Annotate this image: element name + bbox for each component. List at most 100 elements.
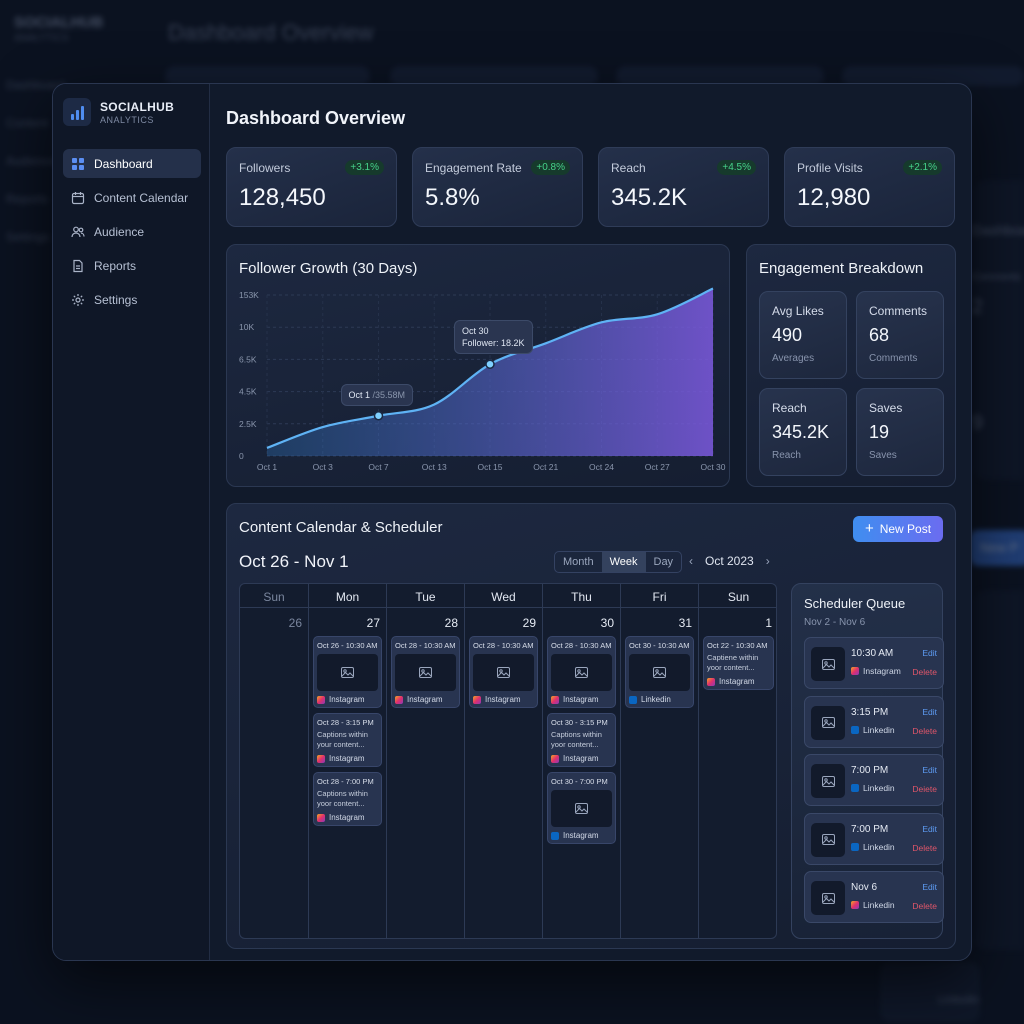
instagram-icon (473, 695, 481, 704)
post-platform: Instagram (473, 695, 534, 704)
engagement-card-saves[interactable]: Saves 19 Saves (856, 388, 944, 476)
sidebar-item-audience[interactable]: Audience (63, 217, 201, 246)
scheduled-post-card[interactable]: Oct 26 - 10:30 AM Instagram (313, 636, 382, 708)
bg-right-panel (975, 180, 1024, 480)
calendar-day-header: Mon (309, 584, 386, 608)
instagram-icon (395, 695, 403, 704)
sidebar-item-reports[interactable]: Reports (63, 251, 201, 280)
queue-delete-button[interactable]: Delete (912, 725, 937, 736)
plus-icon: + (864, 520, 874, 537)
scheduled-post-card[interactable]: Oct 22 - 10:30 AM Captiene within yoor co… (703, 636, 774, 690)
queue-item[interactable]: 10:30 AM Instagram Edit Delete (804, 637, 944, 689)
scheduled-post-card[interactable]: Oct 28 - 10:30 AM Instagram (391, 636, 460, 708)
queue-delete-button[interactable]: Delete (912, 667, 937, 677)
bg-right-text: 9 (972, 412, 984, 434)
queue-edit-button[interactable]: Edit (922, 765, 937, 775)
queue-edit-button[interactable]: Edit (922, 648, 937, 658)
post-time: Oct 22 - 10:30 AM (707, 641, 768, 650)
engagement-card-avg-likes[interactable]: Avg Likes 490 Averages (759, 291, 847, 379)
panel-title: Content Calendar & Scheduler (239, 519, 443, 536)
queue-delete-button[interactable]: Delete (912, 901, 937, 911)
engagement-value: 490 (772, 325, 803, 345)
sidebar-item-label: Dashboard (94, 156, 153, 171)
image-placeholder-icon (811, 705, 845, 740)
queue-delete-button[interactable]: Deiete (912, 784, 937, 794)
engagement-card-comments[interactable]: Comments 68 Comments (856, 291, 944, 379)
queue-item-platform: Linkedin (851, 842, 895, 852)
bg-title: Dashboard Overview (168, 20, 374, 45)
current-month: Oct 2023 (705, 554, 754, 568)
chevron-left-icon[interactable]: ‹ (689, 554, 693, 568)
scheduled-post-card[interactable]: Oct 28 - 10:30 AM Instagram (547, 636, 616, 708)
calendar-day-column[interactable]: Tue 28 Oct 28 - 10:30 AM Instagram (387, 584, 465, 938)
queue-edit-button[interactable]: Edit (922, 882, 937, 892)
follower-growth-chart[interactable]: 153K 10K 6.5K 4.5K 2.5K 0 Oct 1 Oct 3 Oct 7 Oct 1… (227, 245, 731, 488)
engagement-breakdown-panel: Engagement Breakdown Avg Likes 490 Avera… (746, 244, 956, 487)
queue-item[interactable]: Nov 6 Linkedin Edit Delete (804, 871, 944, 923)
new-post-button[interactable]: + New Post (853, 516, 943, 542)
view-week-button[interactable]: Week (601, 552, 646, 572)
stat-label: Followers (239, 161, 291, 175)
x-tick-label: Oct 3 (313, 462, 334, 472)
instagram-icon (317, 813, 325, 822)
panel-title: Engagement Breakdown (759, 260, 924, 277)
queue-item-time: 7:00 PM (851, 765, 889, 776)
image-placeholder-icon (395, 654, 456, 691)
chevron-right-icon[interactable]: › (765, 554, 770, 568)
x-tick-label: Oct 21 (533, 462, 558, 472)
data-point (373, 411, 384, 421)
view-month-button[interactable]: Month (563, 556, 594, 568)
queue-item[interactable]: 7:00 PM Linkedin Edit Deiete (804, 754, 944, 806)
view-day-button[interactable]: Day (653, 556, 674, 568)
post-platform: Instagram (707, 677, 770, 686)
instagram-icon (317, 754, 325, 763)
calendar-day-column[interactable]: Wed 29 Oct 28 - 10:30 AM Instagram (465, 584, 543, 938)
sidebar-nav: Dashboard Content Calendar Audience Repo… (63, 149, 201, 319)
image-placeholder-icon (473, 654, 534, 691)
calendar-day-header: Tue (387, 584, 464, 608)
stat-card-followers[interactable]: Followers 128,450 +3.1% (226, 147, 397, 227)
sidebar-item-dashboard[interactable]: Dashboard (63, 149, 201, 178)
scheduled-post-card[interactable]: Oct 28 - 7:00 PM Captions within yoor con… (313, 772, 382, 826)
sidebar-item-label: Reports (94, 258, 137, 273)
calendar-day-column[interactable]: Mon 27 Oct 26 - 10:30 AM Instagram Oct 28 - … (309, 584, 387, 938)
stat-card-profile-visits[interactable]: Profile Visits 12,980 +2.1% (784, 147, 955, 227)
scheduled-post-card[interactable]: Oct 30 - 10:30 AM Linkedin (625, 636, 694, 708)
chart-tooltip: Oct 30 Follower: 18.2K (454, 320, 533, 355)
sidebar: SOCIALHUB ANALYTICS Dashboard Content Ca… (53, 84, 210, 960)
bg-bottom-card: Linkedin (880, 962, 980, 1022)
queue-item[interactable]: 3:15 PM Linkedin Edit Delete (804, 695, 944, 748)
stat-value: 128,450 (239, 184, 326, 211)
y-tick-label: 153K (239, 290, 259, 300)
sidebar-item-label: Content Calendar (94, 190, 189, 205)
queue-edit-button[interactable]: Edit (922, 823, 937, 834)
scheduled-post-card[interactable]: Oct 30 - 7:00 PM Instagram (547, 772, 616, 844)
calendar-day-column[interactable]: Fri 31 Oct 30 - 10:30 AM Linkedin (621, 584, 699, 938)
scheduled-post-card[interactable]: Oct 28 - 3:15 PM Captions within your con… (313, 713, 382, 767)
post-caption: Captiene within yoor content... (707, 653, 759, 672)
queue-edit-button[interactable]: Edit (922, 706, 937, 717)
engagement-sub: Averages (772, 353, 815, 364)
stat-card-reach[interactable]: Reach 345.2K +4.5% (598, 147, 769, 227)
sidebar-item-settings[interactable]: Settings (63, 285, 201, 314)
scheduled-post-card[interactable]: Oct 30 - 3:15 PM Captions within yoor con… (547, 713, 616, 767)
sidebar-item-content-calendar[interactable]: Content Calendar (63, 183, 201, 212)
data-point (485, 359, 495, 369)
calendar-day-column[interactable]: Sun 1 Oct 22 - 10:30 AM Captiene within yoo… (699, 584, 776, 938)
calendar-day-column[interactable]: Thu 30 Oct 28 - 10:30 AM Instagram Oct 30 - … (543, 584, 621, 938)
bg-nav-4: Settings (6, 230, 50, 244)
post-time: Oct 30 - 7:00 PM (551, 777, 608, 786)
queue-item[interactable]: 7:00 PM Linkedin Edit Delete (804, 812, 944, 865)
post-platform: Instagram (317, 813, 378, 822)
calendar-day-column[interactable]: Sun 26 (240, 584, 309, 938)
engagement-card-reach[interactable]: Reach 345.2K Reach (759, 388, 847, 476)
queue-date-range: Nov 2 - Nov 6 (804, 617, 866, 628)
scheduled-post-card[interactable]: Oct 28 - 10:30 AM Instagram (469, 636, 538, 708)
image-placeholder-icon (811, 822, 845, 857)
bg-nav-3: Reports (6, 192, 49, 206)
stat-card-engagement-rate[interactable]: Engagement Rate 5.8% +0.8% (412, 147, 583, 227)
queue-delete-button[interactable]: Delete (912, 842, 937, 853)
calendar-day-date: 31 (678, 616, 692, 630)
calendar-day-date: 1 (765, 616, 772, 630)
brand[interactable]: SOCIALHUB ANALYTICS (63, 98, 174, 126)
